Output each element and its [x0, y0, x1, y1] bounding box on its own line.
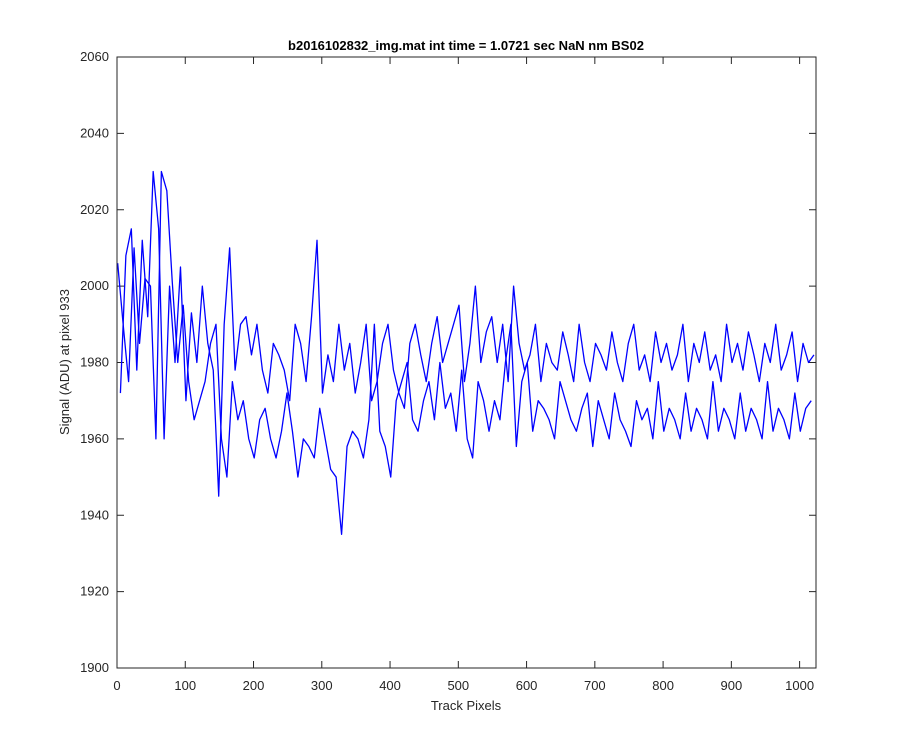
y-tick-label: 1940 [80, 507, 109, 522]
x-tick-label: 300 [311, 678, 333, 693]
y-tick-label: 1980 [80, 355, 109, 370]
y-tick-label: 2020 [80, 202, 109, 217]
y-tick-label: 1920 [80, 584, 109, 599]
x-tick-label: 800 [652, 678, 674, 693]
plot-frame [116, 56, 817, 669]
ticks-layer: 0 100 200 300 400 500 600 700 800 900 1000 1900 1920… [80, 49, 816, 693]
y-tick-label: 1900 [80, 660, 109, 675]
x-tick-label: 200 [243, 678, 265, 693]
x-tick-label: 500 [447, 678, 469, 693]
y-tick-label: 2000 [80, 278, 109, 293]
series-line-1 [117, 170, 812, 535]
x-tick-label: 600 [516, 678, 538, 693]
x-tick-label: 0 [113, 678, 120, 693]
x-tick-label: 700 [584, 678, 606, 693]
x-tick-label: 400 [379, 678, 401, 693]
y-tick-label: 2040 [80, 125, 109, 140]
x-tick-label: 900 [721, 678, 743, 693]
x-tick-label: 100 [174, 678, 196, 693]
series-line-2 [119, 170, 815, 497]
y-tick-label: 2060 [80, 49, 109, 64]
x-tick-label: 1000 [785, 678, 814, 693]
y-tick-label: 1960 [80, 431, 109, 446]
chart-title: b2016102832_img.mat int time = 1.0721 se… [288, 38, 644, 53]
x-axis-label: Track Pixels [431, 698, 502, 713]
y-axis-label: Signal (ADU) at pixel 933 [57, 289, 72, 435]
series-layer [117, 170, 815, 535]
